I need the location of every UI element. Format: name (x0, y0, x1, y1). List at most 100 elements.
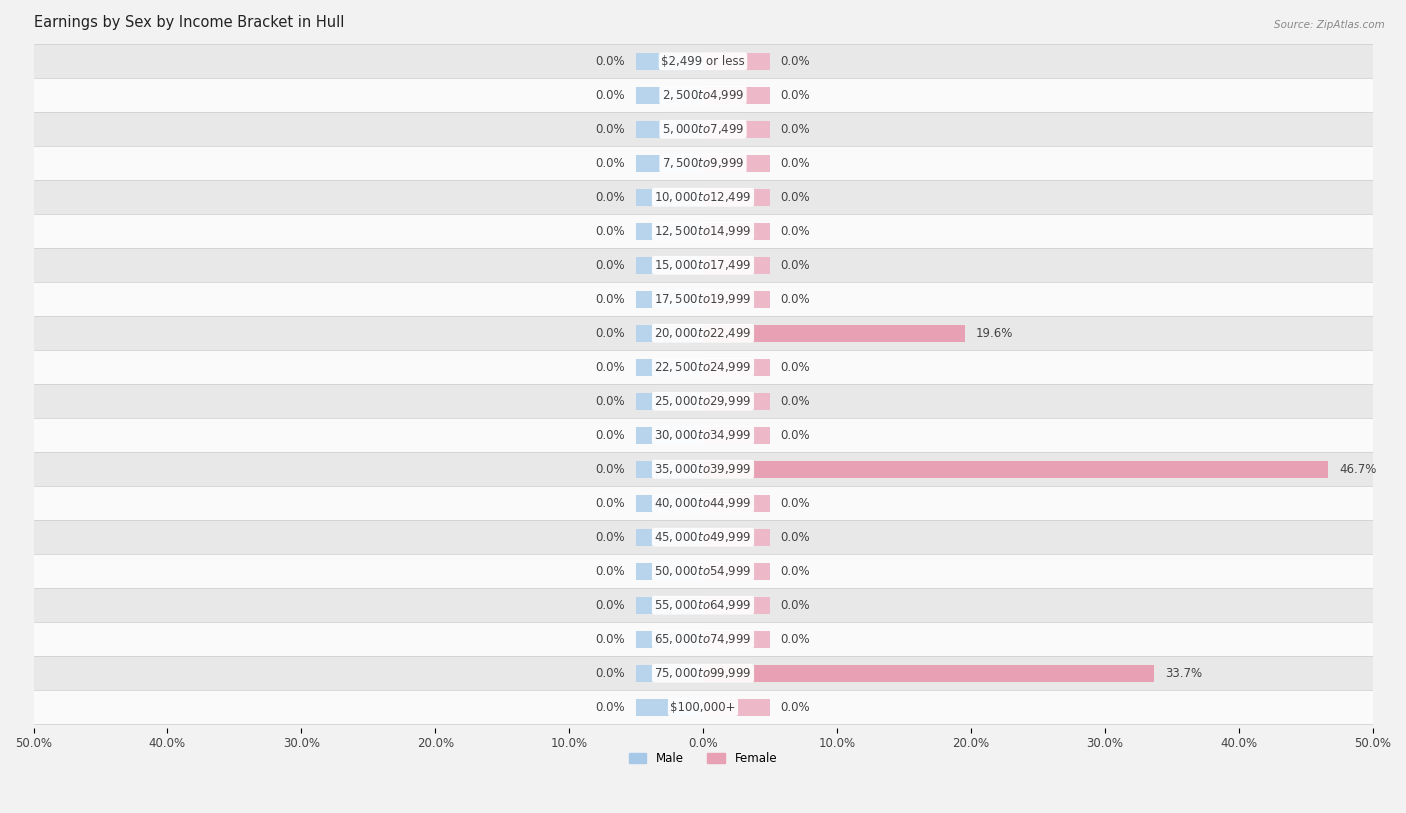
Bar (703, 257, 770, 274)
Text: 0.0%: 0.0% (596, 157, 626, 170)
Bar (0, 520, 1406, 554)
Bar (703, 393, 770, 410)
Bar (703, 528, 770, 546)
Text: 0.0%: 0.0% (596, 701, 626, 714)
Text: $30,000 to $34,999: $30,000 to $34,999 (654, 428, 752, 442)
Bar (636, 698, 703, 715)
Text: $20,000 to $22,499: $20,000 to $22,499 (654, 326, 752, 340)
Bar (0, 656, 1406, 690)
Text: $75,000 to $99,999: $75,000 to $99,999 (654, 666, 752, 680)
Bar (0, 215, 1406, 248)
Bar (0, 418, 1406, 452)
Bar (703, 494, 770, 511)
Bar (636, 189, 703, 206)
Text: Earnings by Sex by Income Bracket in Hull: Earnings by Sex by Income Bracket in Hul… (34, 15, 344, 30)
Bar (0, 588, 1406, 622)
Text: 0.0%: 0.0% (780, 224, 810, 237)
Text: $35,000 to $39,999: $35,000 to $39,999 (654, 463, 752, 476)
Text: $100,000+: $100,000+ (671, 701, 735, 714)
Bar (0, 78, 1406, 112)
Text: 0.0%: 0.0% (780, 191, 810, 204)
Bar (0, 486, 1406, 520)
Text: 0.0%: 0.0% (780, 395, 810, 408)
Text: $12,500 to $14,999: $12,500 to $14,999 (654, 224, 752, 238)
Bar (636, 528, 703, 546)
Bar (0, 248, 1406, 282)
Bar (703, 359, 770, 376)
Text: $7,500 to $9,999: $7,500 to $9,999 (662, 156, 744, 170)
Text: $17,500 to $19,999: $17,500 to $19,999 (654, 292, 752, 307)
Bar (703, 665, 1154, 681)
Text: 0.0%: 0.0% (596, 598, 626, 611)
Bar (0, 350, 1406, 385)
Bar (703, 427, 770, 444)
Text: 0.0%: 0.0% (780, 259, 810, 272)
Text: 33.7%: 33.7% (1166, 667, 1202, 680)
Text: 0.0%: 0.0% (780, 157, 810, 170)
Bar (703, 698, 770, 715)
Bar (636, 393, 703, 410)
Text: 0.0%: 0.0% (596, 123, 626, 136)
Bar (0, 282, 1406, 316)
Bar (636, 87, 703, 104)
Bar (636, 53, 703, 70)
Bar (703, 597, 770, 614)
Text: $25,000 to $29,999: $25,000 to $29,999 (654, 394, 752, 408)
Text: 0.0%: 0.0% (596, 191, 626, 204)
Text: 0.0%: 0.0% (780, 361, 810, 374)
Text: $2,500 to $4,999: $2,500 to $4,999 (662, 89, 744, 102)
Bar (703, 154, 770, 172)
Text: 0.0%: 0.0% (596, 361, 626, 374)
Bar (0, 112, 1406, 146)
Text: 0.0%: 0.0% (596, 259, 626, 272)
Text: Source: ZipAtlas.com: Source: ZipAtlas.com (1274, 20, 1385, 30)
Text: 0.0%: 0.0% (596, 531, 626, 544)
Bar (0, 146, 1406, 180)
Text: 0.0%: 0.0% (780, 565, 810, 578)
Bar (0, 452, 1406, 486)
Bar (703, 563, 770, 580)
Text: $10,000 to $12,499: $10,000 to $12,499 (654, 190, 752, 204)
Text: 0.0%: 0.0% (596, 497, 626, 510)
Text: $50,000 to $54,999: $50,000 to $54,999 (654, 564, 752, 578)
Text: 0.0%: 0.0% (780, 123, 810, 136)
Bar (703, 324, 966, 341)
Text: 0.0%: 0.0% (780, 54, 810, 67)
Text: 0.0%: 0.0% (780, 89, 810, 102)
Text: $40,000 to $44,999: $40,000 to $44,999 (654, 496, 752, 511)
Bar (636, 427, 703, 444)
Bar (636, 121, 703, 137)
Text: $2,499 or less: $2,499 or less (661, 54, 745, 67)
Bar (703, 121, 770, 137)
Text: 0.0%: 0.0% (780, 497, 810, 510)
Bar (0, 180, 1406, 215)
Bar (636, 494, 703, 511)
Text: $55,000 to $64,999: $55,000 to $64,999 (654, 598, 752, 612)
Legend: Male, Female: Male, Female (624, 747, 782, 770)
Bar (636, 631, 703, 648)
Bar (0, 316, 1406, 350)
Bar (703, 189, 770, 206)
Text: 0.0%: 0.0% (780, 428, 810, 441)
Text: $65,000 to $74,999: $65,000 to $74,999 (654, 633, 752, 646)
Text: 0.0%: 0.0% (596, 633, 626, 646)
Bar (636, 154, 703, 172)
Bar (703, 223, 770, 240)
Text: 0.0%: 0.0% (596, 54, 626, 67)
Bar (636, 359, 703, 376)
Bar (636, 461, 703, 478)
Text: 46.7%: 46.7% (1339, 463, 1376, 476)
Text: 0.0%: 0.0% (780, 293, 810, 306)
Bar (636, 665, 703, 681)
Text: 0.0%: 0.0% (596, 565, 626, 578)
Bar (703, 87, 770, 104)
Text: 0.0%: 0.0% (596, 293, 626, 306)
Text: 0.0%: 0.0% (596, 667, 626, 680)
Text: 0.0%: 0.0% (596, 428, 626, 441)
Bar (703, 291, 770, 308)
Text: $15,000 to $17,499: $15,000 to $17,499 (654, 259, 752, 272)
Text: $5,000 to $7,499: $5,000 to $7,499 (662, 122, 744, 137)
Text: 0.0%: 0.0% (596, 224, 626, 237)
Bar (636, 324, 703, 341)
Text: 0.0%: 0.0% (780, 531, 810, 544)
